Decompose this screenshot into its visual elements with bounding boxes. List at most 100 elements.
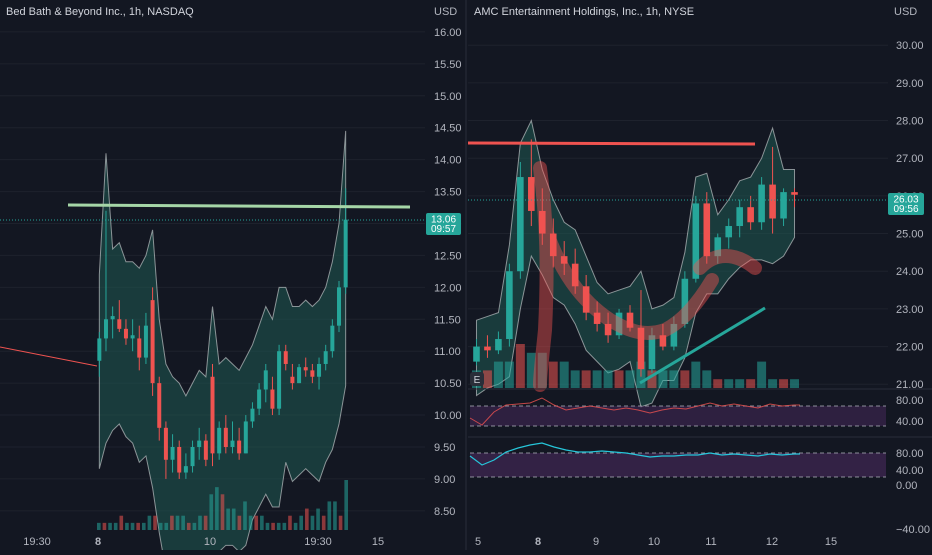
bbby-y-tick: 11.50 [434, 314, 461, 326]
bbby-x-tick: 8 [95, 536, 101, 548]
amc-x-tick: 5 [475, 536, 481, 548]
bbby-candle [123, 319, 128, 345]
amc-price-tag: 26.03 09:56 [888, 193, 924, 215]
bbby-volume-bar [271, 522, 275, 530]
amc-volume-bar [680, 370, 690, 388]
amc-volume-bar [526, 352, 536, 388]
amc-volume-bar [691, 361, 701, 388]
bbby-candle [150, 287, 155, 396]
osc2-tick-0: 0.00 [896, 480, 917, 492]
amc-y-tick: 27.00 [896, 153, 924, 165]
bbby-resistance-line[interactable] [67, 203, 411, 209]
tradingview-logo[interactable]: E [470, 372, 484, 386]
bbby-candle [310, 363, 315, 384]
bbby-candle [203, 434, 208, 467]
osc2-tick-80: 80.00 [896, 448, 924, 460]
bbby-volume-bar [170, 515, 174, 530]
bbby-candle [137, 325, 142, 371]
bbby-y-tick: 9.50 [434, 442, 455, 454]
amc-chart-title: AMC Entertainment Holdings, Inc., 1h, NY… [474, 6, 694, 18]
amc-candle [538, 188, 546, 245]
bbby-candle [197, 427, 202, 460]
bbby-candle [110, 306, 115, 339]
amc-resistance-line[interactable] [467, 141, 756, 146]
amc-x-tick: 15 [825, 536, 837, 548]
bbby-red-trendline[interactable] [0, 346, 98, 367]
amc-candle [725, 218, 733, 249]
osc1-tick-80: 80.00 [896, 395, 924, 407]
bbby-time-axis[interactable]: 19:30 8 10 19:30 15 [23, 536, 384, 548]
amc-volume-bar [515, 344, 525, 388]
bbby-volume-bar [164, 522, 169, 530]
amc-volume-bar [614, 370, 624, 388]
amc-price-tag-time: 09:56 [893, 204, 918, 215]
amc-candle [528, 139, 535, 227]
bbby-y-tick: 16.00 [434, 27, 462, 39]
amc-candles [473, 139, 798, 377]
bbby-volume-bar [260, 515, 264, 530]
amc-currency-label: USD [894, 6, 917, 18]
osc1-tick-40: 40.00 [896, 416, 924, 428]
bbby-price-tag-time: 09:57 [431, 224, 456, 235]
amc-candle [560, 241, 568, 275]
bbby-volume-bar [181, 515, 185, 530]
amc-brush-highlight [533, 161, 762, 392]
amc-oscillator-2[interactable]: 80.00 40.00 0.00 −40.00 [468, 436, 932, 536]
amc-candle [549, 218, 557, 268]
amc-candle [571, 248, 579, 294]
bbby-volume-bar [321, 515, 326, 530]
amc-oscillator-1[interactable]: 80.00 40.00 [468, 388, 932, 428]
amc-volume-bar [482, 370, 492, 388]
bbby-candle [277, 344, 282, 416]
amc-x-tick: 9 [593, 536, 599, 548]
amc-volume-bar [570, 370, 580, 388]
bbby-y-tick: 10.50 [434, 378, 462, 390]
bbby-volume-bar [293, 522, 298, 530]
bbby-x-tick: 10 [204, 536, 216, 548]
bbby-candle [297, 363, 302, 384]
amc-candle [484, 335, 491, 358]
amc-price-axis[interactable]: 30.0029.0028.0027.0026.0025.0024.0023.00… [896, 40, 924, 391]
bbby-volume-bar [338, 515, 343, 530]
amc-volume-bar [746, 379, 756, 388]
amc-candle [714, 233, 722, 264]
amc-volume-bar [493, 361, 503, 388]
amc-candle [473, 339, 480, 366]
amc-x-tick: 10 [648, 536, 660, 548]
bbby-volume-bar [316, 508, 320, 530]
bbby-volume-bar [282, 522, 287, 530]
amc-volume-bar [669, 370, 679, 388]
bbby-y-tick: 13.50 [434, 187, 462, 199]
amc-volume-bar [537, 352, 547, 388]
amc-uptrend-line[interactable] [639, 306, 766, 385]
bbby-volume-bar [333, 501, 337, 530]
amc-candle [495, 331, 502, 355]
amc-y-tick: 24.00 [896, 266, 924, 278]
amc-volume-bar [548, 361, 558, 388]
bbby-volume-bar [237, 515, 242, 530]
amc-time-axis[interactable]: 5 8 9 10 11 12 15 [475, 536, 837, 548]
amc-candle [615, 308, 623, 340]
bbby-volume-bar [113, 522, 118, 530]
amc-volume-bar [603, 370, 613, 388]
bbby-candle [303, 357, 308, 377]
amc-y-tick: 22.00 [896, 342, 924, 354]
amc-y-tick: 23.00 [896, 304, 924, 316]
bbby-volume-bar [265, 522, 270, 530]
bbby-volume-bar [119, 515, 124, 530]
bbby-volume-bar [108, 522, 112, 530]
amc-candle [791, 188, 798, 208]
amc-candle [681, 271, 689, 328]
amc-candle [659, 323, 667, 351]
bbby-volume-bars [97, 480, 348, 530]
bbby-volume-bar [153, 515, 157, 530]
bbby-volume-bar [248, 515, 253, 530]
amc-chart[interactable]: AMC Entertainment Holdings, Inc., 1h, NY… [467, 6, 932, 548]
bbby-candle [237, 427, 242, 460]
amc-candle [604, 312, 612, 343]
bbby-volume-bar [147, 515, 152, 530]
bbby-candle [170, 434, 175, 473]
bbby-chart[interactable]: Bed Bath & Beyond Inc., 1h, NASDAQ USD 1… [0, 6, 462, 555]
bbby-volume-bar [102, 522, 107, 530]
